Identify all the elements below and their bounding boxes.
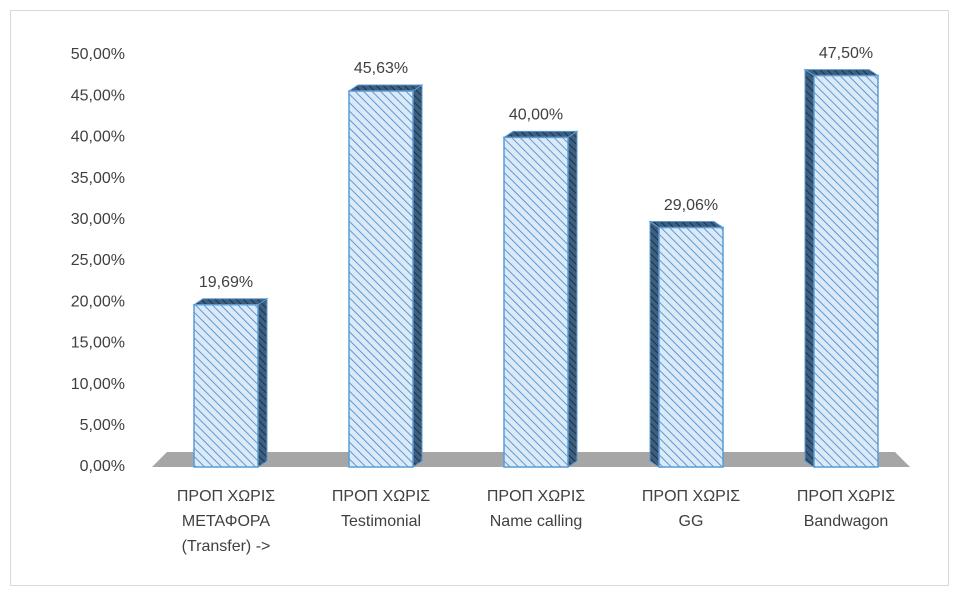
bar-top: [803, 69, 880, 77]
x-tick-label: ΠΡΟΠ ΧΩΡΙΣ: [797, 488, 895, 505]
value-label: 45,63%: [354, 60, 408, 77]
y-tick-label: 5,00%: [80, 417, 125, 434]
y-tick-label: 30,00%: [71, 211, 125, 228]
chart-frame: [10, 10, 949, 586]
y-tick-label: 45,00%: [71, 87, 125, 104]
value-label: 19,69%: [199, 274, 253, 291]
x-tick-label: Bandwagon: [804, 513, 889, 530]
y-tick-label: 20,00%: [71, 293, 125, 310]
bar-side: [567, 130, 578, 468]
bar: [813, 74, 879, 468]
x-tick-label: GG: [679, 513, 704, 530]
bar-side: [257, 297, 268, 468]
x-tick-label: ΠΡΟΠ ΧΩΡΙΣ: [332, 488, 430, 505]
value-label: 29,06%: [664, 197, 718, 214]
bar-top: [347, 84, 424, 92]
x-tick-label: Name calling: [490, 513, 582, 530]
y-tick-label: 10,00%: [71, 376, 125, 393]
x-tick-label: ΠΡΟΠ ΧΩΡΙΣ: [487, 488, 585, 505]
bar-top: [648, 221, 725, 229]
y-tick-label: 35,00%: [71, 170, 125, 187]
x-tick-label: ΠΡΟΠ ΧΩΡΙΣ: [642, 488, 740, 505]
value-label: 40,00%: [509, 107, 563, 124]
bar-top: [192, 298, 269, 306]
y-tick-label: 15,00%: [71, 335, 125, 352]
bar-top: [502, 130, 579, 138]
y-tick-label: 25,00%: [71, 252, 125, 269]
x-tick-label: ΜΕΤΑΦΟΡΑ: [182, 513, 270, 530]
bar-side: [804, 68, 815, 468]
x-tick-label: (Transfer) ->: [182, 538, 271, 555]
y-tick-label: 40,00%: [71, 129, 125, 146]
y-tick-label: 50,00%: [71, 46, 125, 63]
bar-side: [649, 220, 660, 468]
bar: [348, 90, 414, 468]
bar: [658, 226, 724, 468]
x-tick-label: ΠΡΟΠ ΧΩΡΙΣ: [177, 488, 275, 505]
bar: [193, 304, 259, 468]
x-tick-label: Testimonial: [341, 513, 421, 530]
bar-side: [412, 84, 423, 468]
y-tick-label: 0,00%: [80, 458, 125, 475]
value-label: 47,50%: [819, 45, 873, 62]
bar: [503, 136, 569, 468]
